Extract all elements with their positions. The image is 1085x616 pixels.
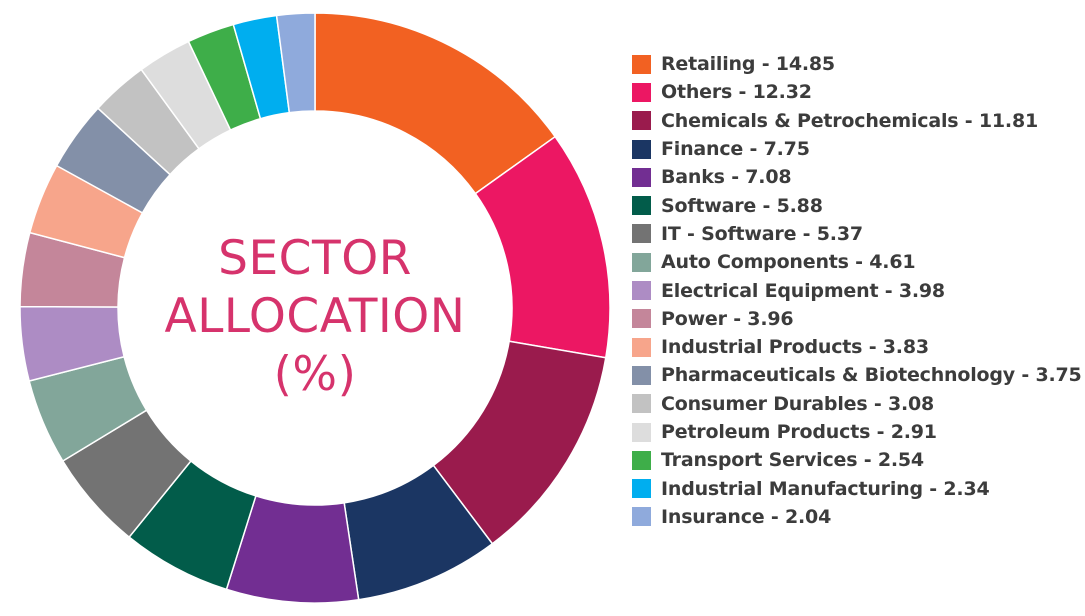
legend-label: Industrial Products - 3.83 [661, 336, 929, 359]
legend-swatch [632, 111, 651, 131]
legend-item: Banks - 7.08 [632, 163, 1082, 191]
chart-title: SECTOR ALLOCATION (%) [95, 230, 535, 404]
legend-label: Auto Components - 4.61 [661, 251, 916, 274]
legend-swatch [632, 337, 651, 357]
legend-swatch [632, 167, 651, 187]
legend-item: Electrical Equipment - 3.98 [632, 276, 1082, 304]
chart-title-line-2: ALLOCATION [164, 289, 466, 344]
chart-title-line-1: SECTOR [218, 231, 412, 286]
legend-label: Others - 12.32 [661, 81, 812, 104]
legend-label: Power - 3.96 [661, 307, 794, 330]
legend-swatch [632, 82, 651, 102]
legend-label: IT - Software - 5.37 [661, 222, 863, 245]
legend-item: Chemicals & Petrochemicals - 11.81 [632, 107, 1082, 135]
legend-item: Industrial Products - 3.83 [632, 333, 1082, 361]
legend-item: Industrial Manufacturing - 2.34 [632, 474, 1082, 502]
legend-label: Insurance - 2.04 [661, 505, 832, 528]
legend-item: Finance - 7.75 [632, 135, 1082, 163]
legend-swatch [632, 422, 651, 442]
legend-item: Petroleum Products - 2.91 [632, 418, 1082, 446]
chart-legend: Retailing - 14.85 Others - 12.32 Chemicals… [632, 50, 1082, 531]
legend-item: Insurance - 2.04 [632, 503, 1082, 531]
legend-item: Transport Services - 2.54 [632, 446, 1082, 474]
legend-swatch [632, 394, 651, 414]
legend-label: Industrial Manufacturing - 2.34 [661, 477, 990, 500]
slice-insurance [275, 12, 316, 114]
legend-swatch [632, 309, 651, 329]
legend-item: Retailing - 14.85 [632, 50, 1082, 78]
legend-label: Software - 5.88 [661, 194, 823, 217]
legend-swatch [632, 479, 651, 499]
sector-donut-chart [19, 12, 611, 604]
legend-swatch [632, 450, 651, 470]
legend-swatch [632, 224, 651, 244]
legend-label: Chemicals & Petrochemicals - 11.81 [661, 109, 1038, 132]
legend-swatch [632, 139, 651, 159]
legend-swatch [632, 196, 651, 216]
legend-label: Transport Services - 2.54 [661, 449, 924, 472]
legend-item: IT - Software - 5.37 [632, 220, 1082, 248]
legend-label: Retailing - 14.85 [661, 53, 835, 76]
legend-swatch [632, 365, 651, 385]
legend-item: Pharmaceuticals & Biotechnology - 3.75 [632, 361, 1082, 389]
legend-swatch [632, 54, 651, 74]
legend-label: Electrical Equipment - 3.98 [661, 279, 945, 302]
chart-title-line-3: (%) [273, 347, 357, 402]
legend-item: Consumer Durables - 3.08 [632, 390, 1082, 418]
legend-label: Pharmaceuticals & Biotechnology - 3.75 [661, 364, 1082, 387]
legend-swatch [632, 252, 651, 272]
legend-swatch [632, 281, 651, 301]
legend-label: Consumer Durables - 3.08 [661, 392, 935, 415]
legend-item: Auto Components - 4.61 [632, 248, 1082, 276]
legend-label: Banks - 7.08 [661, 166, 792, 189]
legend-swatch [632, 507, 651, 527]
legend-label: Finance - 7.75 [661, 138, 810, 161]
legend-item: Others - 12.32 [632, 78, 1082, 106]
legend-item: Software - 5.88 [632, 191, 1082, 219]
legend-label: Petroleum Products - 2.91 [661, 421, 937, 443]
legend-item: Power - 3.96 [632, 305, 1082, 333]
